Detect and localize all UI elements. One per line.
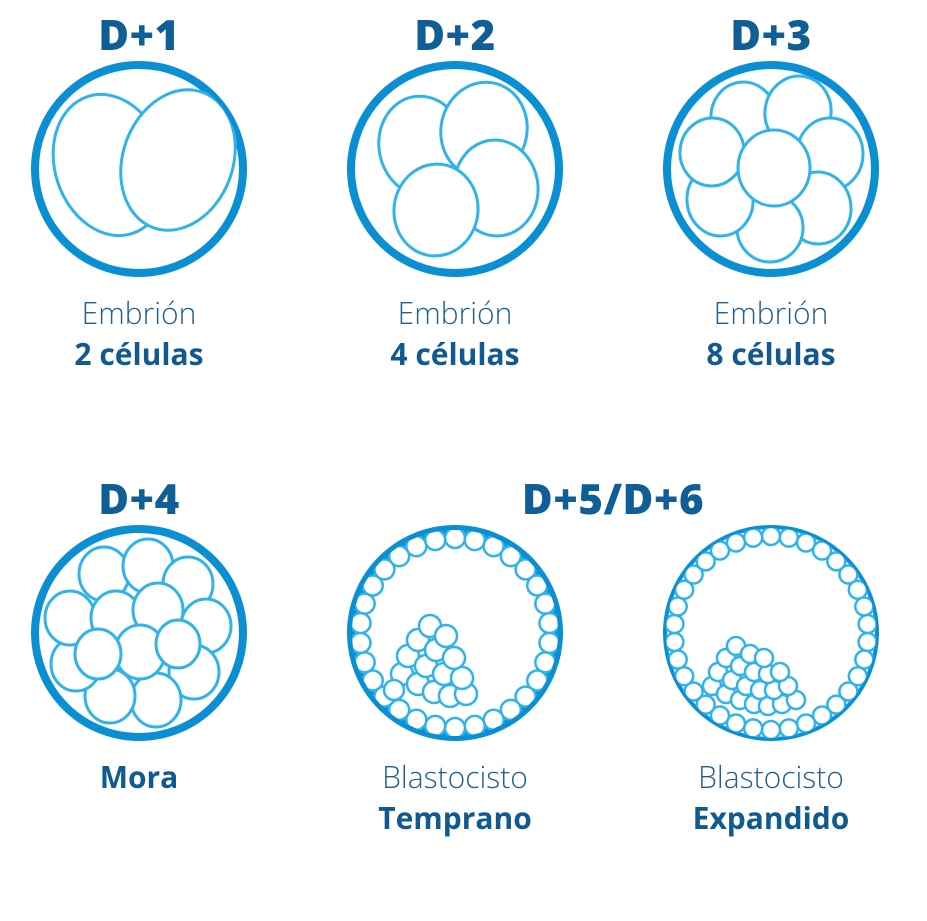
stage-caption-d3: Embrión8 células — [662, 292, 880, 374]
caption-line2: 8 células — [662, 333, 880, 374]
embryo-diagram-d1 — [30, 60, 248, 278]
caption-line1: Blastocisto — [662, 756, 880, 797]
caption-line1: Embrión — [662, 292, 880, 333]
stage-caption-d2: Embrión4 células — [346, 292, 564, 374]
embryo-diagram-d3 — [662, 60, 880, 278]
stage-title-d5: D+5/D+6 — [346, 470, 880, 527]
stage-title-d3: D+3 — [662, 6, 880, 63]
caption-line2: 4 células — [346, 333, 564, 374]
caption-line2: Mora — [30, 756, 248, 797]
stage-title-d4: D+4 — [30, 470, 248, 527]
stage-caption-d5: BlastocistoTemprano — [346, 756, 564, 838]
caption-line1: Embrión — [346, 292, 564, 333]
stage-caption-d1: Embrión2 células — [30, 292, 248, 374]
stage-caption-d6: BlastocistoExpandido — [662, 756, 880, 838]
caption-line2: Temprano — [346, 797, 564, 838]
embryo-diagram-d6 — [662, 524, 880, 742]
stage-title-d1: D+1 — [30, 6, 248, 63]
caption-line1: Blastocisto — [346, 756, 564, 797]
stage-caption-d4: Mora — [30, 756, 248, 797]
caption-line2: Expandido — [662, 797, 880, 838]
stage-title-d2: D+2 — [346, 6, 564, 63]
caption-line2: 2 células — [30, 333, 248, 374]
embryo-diagram-d5 — [346, 524, 564, 742]
embryo-diagram-d4 — [30, 524, 248, 742]
embryo-diagram-d2 — [346, 60, 564, 278]
caption-line1: Embrión — [30, 292, 248, 333]
